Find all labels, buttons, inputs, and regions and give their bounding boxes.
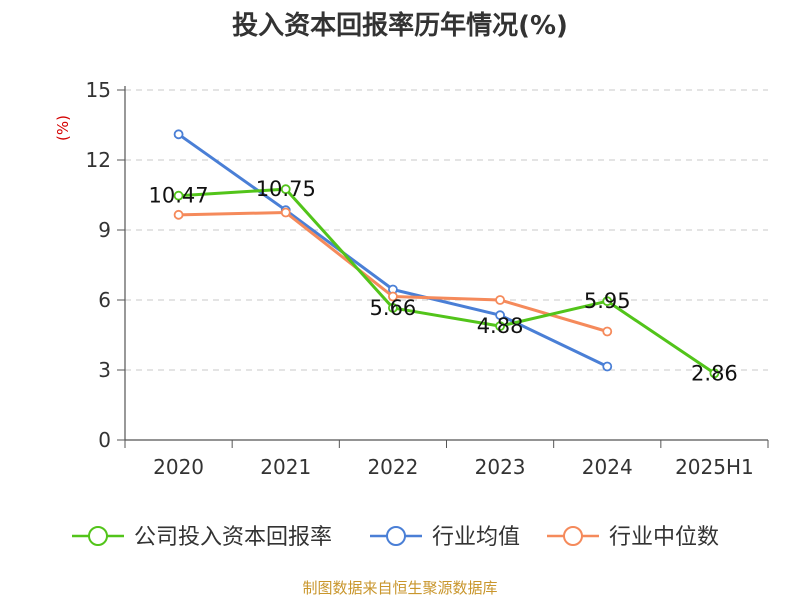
- legend-item-1: 行业均值: [370, 525, 520, 550]
- legend-marker: [88, 526, 108, 546]
- legend-marker: [563, 526, 583, 546]
- chart-title: 投入资本回报率历年情况(%): [232, 10, 568, 41]
- y-tick-label: 9: [98, 218, 111, 242]
- legend: 公司投入资本回报率 行业均值 行业中位数: [72, 525, 719, 550]
- data-point: [173, 190, 184, 201]
- legend-label: 行业均值: [432, 525, 520, 550]
- series-line-0: [178, 187, 716, 375]
- data-point: [173, 129, 184, 140]
- y-tick-label: 15: [86, 78, 111, 102]
- data-point: [602, 326, 613, 337]
- data-point: [280, 184, 291, 195]
- y-tick-label: 6: [98, 288, 111, 312]
- source-note: 制图数据来自恒生聚源数据库: [302, 579, 497, 597]
- y-tick-label: 3: [98, 358, 111, 382]
- x-tick-label: 2023: [475, 455, 526, 479]
- data-point: [495, 310, 505, 321]
- data-label: 10.47: [149, 184, 209, 208]
- legend-item-2: 行业中位数: [547, 525, 719, 550]
- data-point: [495, 321, 505, 332]
- data-point: [173, 209, 184, 220]
- data-point: [709, 368, 720, 379]
- data-label: 5.66: [370, 296, 417, 320]
- data-point: [388, 291, 398, 302]
- x-tick-label: 2025H1: [675, 455, 754, 479]
- data-point: [495, 295, 505, 305]
- series-lines: [173, 129, 720, 379]
- x-tick-label: 2021: [260, 455, 311, 479]
- data-labels: 10.47 10.75 5.66 4.88 5.95 2.86: [149, 177, 738, 385]
- data-point: [280, 207, 291, 218]
- data-point: [388, 303, 398, 313]
- legend-marker: [386, 526, 406, 546]
- data-label: 10.75: [256, 177, 316, 201]
- x-tick-label: 2020: [153, 455, 204, 479]
- data-label: 2.86: [691, 361, 738, 385]
- legend-label: 公司投入资本回报率: [134, 525, 332, 550]
- grid-lines: [125, 89, 768, 371]
- data-point: [602, 361, 613, 372]
- data-label: 5.95: [584, 289, 631, 313]
- y-axis-unit-label: (%): [54, 115, 72, 141]
- data-label: 4.88: [477, 314, 524, 338]
- legend-item-0: 公司投入资本回报率: [72, 525, 332, 550]
- y-tick-label: 0: [98, 428, 111, 452]
- axes: 0 3 6 9 12 15 2020 2021 2022 2023 2024 2025H1: [86, 78, 769, 479]
- x-tick-label: 2022: [367, 455, 418, 479]
- data-point: [602, 296, 613, 307]
- y-tick-label: 12: [86, 148, 111, 172]
- legend-label: 行业中位数: [609, 525, 719, 550]
- x-tick-label: 2024: [582, 455, 633, 479]
- series-line-1: [177, 133, 608, 368]
